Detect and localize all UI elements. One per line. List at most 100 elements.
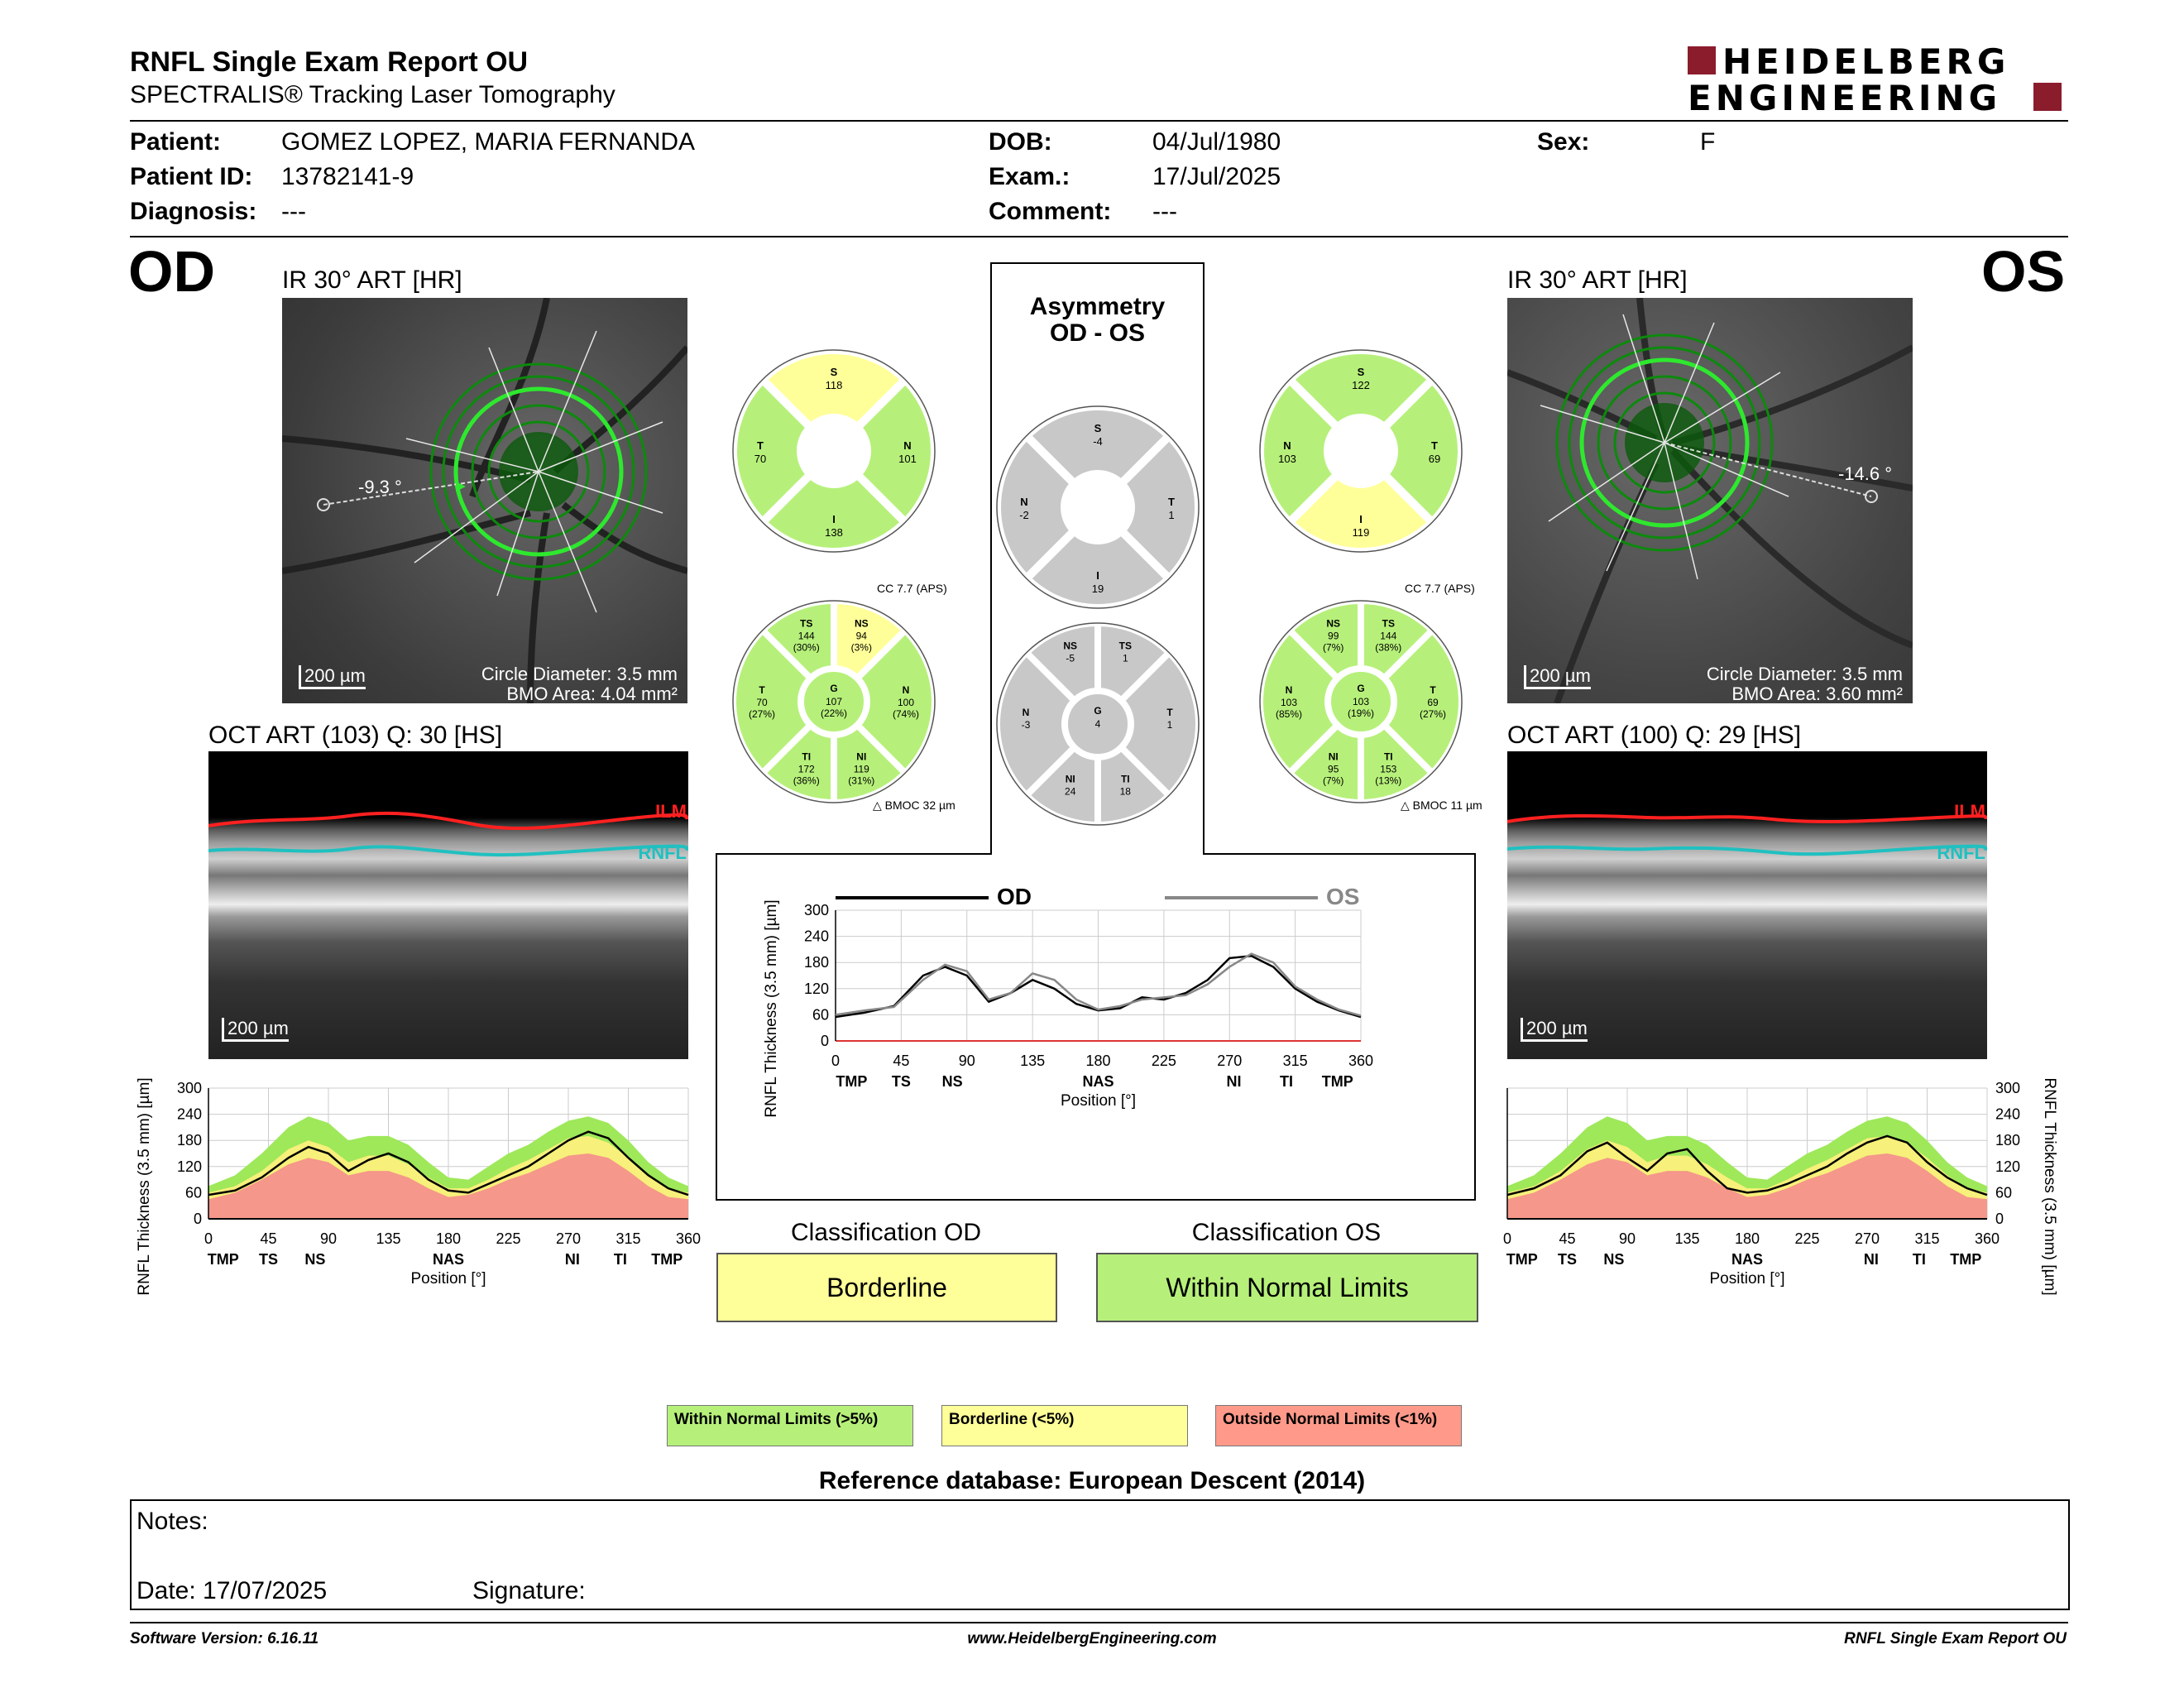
os-ilm-label: ILM: [1954, 801, 1985, 822]
website-link[interactable]: www.HeidelbergEngineering.com: [967, 1630, 1217, 1647]
asym-six-label-G: G: [1094, 705, 1101, 717]
reference-database: Reference database: European Descent (20…: [818, 1467, 1366, 1494]
report-title: RNFL Single Exam Report OU: [130, 46, 529, 78]
od-six-value-NS-1: (3%): [851, 642, 872, 654]
os-six-value-NI-0: 95: [1328, 763, 1339, 774]
asym-quad-value-I: 19: [1092, 583, 1104, 595]
os-ir-title: IR 30° ART [HR]: [1507, 266, 1688, 294]
notes-label: Notes:: [136, 1508, 208, 1535]
x-tick-label: 45: [1559, 1230, 1575, 1247]
legend-os: OS: [1326, 884, 1360, 909]
heidelberg-logo: HEIDELBERG ENGINEERING: [1688, 41, 2068, 118]
od-six-label-TI: TI: [802, 750, 811, 762]
od-six-label-NI: NI: [856, 750, 866, 762]
asym-six-value-TI-0: 18: [1120, 785, 1132, 797]
os-six-value-G-1: (19%): [1348, 707, 1374, 719]
asym-six-value-G-0: 4: [1095, 718, 1101, 730]
sex-label: Sex:: [1537, 128, 1590, 156]
asym-six-label-TS: TS: [1119, 640, 1132, 652]
asymmetry-legend: [836, 896, 1318, 899]
x-tick-label: 225: [1152, 1053, 1176, 1069]
os-quad-value-I: 119: [1353, 526, 1370, 539]
y-tick-label: 180: [177, 1132, 202, 1149]
y-tick-label: 120: [1995, 1158, 2020, 1175]
chart-od_profile: 0 60 120 180 240 300 0 45 90 135 180 225 270 315 360 TM…: [136, 1077, 701, 1295]
chart-asym_profile: 0 60 120 180 240 300 0 45 90 135 180 225 270 315 360 TM…: [763, 899, 1373, 1117]
asym-six-value-NS-0: -5: [1066, 653, 1075, 664]
x-tick-label: 135: [376, 1230, 400, 1247]
od-bmo-area: BMO Area: 4.04 mm²: [506, 683, 678, 703]
patient-id: 13782141-9: [281, 163, 414, 190]
os-six-value-NI-1: (7%): [1323, 774, 1343, 786]
sector-label-tmp: TMP: [836, 1073, 867, 1090]
legend-borderline: Borderline (<5%): [941, 1405, 1188, 1446]
y-tick-label: 0: [194, 1211, 202, 1227]
classification-os-value: Within Normal Limits: [1096, 1253, 1478, 1322]
od-six-value-TI-0: 172: [798, 763, 815, 774]
os-quad-label-I: I: [1359, 513, 1363, 525]
os-bmoc-label: △ BMOC 11 µm: [1401, 798, 1482, 812]
y-axis-label: RNFL Thickness (3.5 mm) [µm]: [136, 1077, 153, 1295]
os-six-label-G: G: [1357, 683, 1364, 694]
x-tick-label: 45: [260, 1230, 276, 1247]
sector-label-ns: NS: [1603, 1251, 1624, 1268]
notes-box: Notes: Date: 17/07/2025 Signature:: [130, 1499, 2070, 1610]
x-tick-label: 180: [1085, 1053, 1110, 1069]
asym-six-value-TS-0: 1: [1123, 653, 1128, 664]
chart-os_profile: 0 60 120 180 240 300 0 45 90 135 180 225 270 315 360 TM…: [1503, 1077, 2058, 1295]
od-oct-title: OCT ART (103) Q: 30 [HS]: [208, 722, 503, 749]
od-oct-image: ILM RNFL 200 µm: [208, 751, 688, 1059]
asym-six-label-TI: TI: [1121, 773, 1130, 784]
legend-onl: Outside Normal Limits (<1%): [1215, 1405, 1462, 1446]
od-fundus-image: -9.3 ° 200 µm Circle Diameter: 3.5 mm BM…: [282, 298, 687, 703]
sector-label-tmp: TMP: [651, 1251, 682, 1268]
od-six-value-G-0: 107: [826, 696, 842, 707]
x-tick-label: 180: [436, 1230, 461, 1247]
sector-label-tmp: TMP: [208, 1251, 239, 1268]
od-quad-value-N: 101: [898, 453, 917, 465]
y-tick-label: 300: [177, 1080, 202, 1096]
sector-label-nas: NAS: [1731, 1251, 1763, 1268]
x-tick-label: 270: [556, 1230, 581, 1247]
od-six-value-NS-0: 94: [856, 631, 868, 642]
od-bmoc-label: △ BMOC 32 µm: [873, 798, 956, 812]
asym-six-value-T-0: 1: [1167, 719, 1173, 731]
x-tick-label: 315: [1914, 1230, 1939, 1247]
software-version: Software Version: 6.16.11: [130, 1630, 319, 1647]
x-tick-label: 360: [1348, 1053, 1373, 1069]
y-tick-label: 120: [804, 981, 829, 997]
series-thickness: [1506, 1134, 1988, 1196]
sector-label-ti: TI: [1913, 1251, 1926, 1268]
asym-six-value-NI-0: 24: [1065, 785, 1076, 797]
asym-quad: S-4 N-2 I19 T1: [993, 402, 1203, 612]
y-tick-label: 240: [177, 1106, 202, 1123]
y-tick-label: 0: [821, 1033, 829, 1049]
asym-six-label-N: N: [1023, 707, 1030, 718]
x-tick-label: 360: [676, 1230, 701, 1247]
x-tick-label: 225: [496, 1230, 520, 1247]
od-ir-title: IR 30° ART [HR]: [282, 266, 462, 294]
y-tick-label: 240: [804, 928, 829, 945]
dob-label: DOB:: [989, 128, 1052, 156]
y-tick-label: 0: [1995, 1211, 2004, 1227]
asym-six-sector-G: [1065, 691, 1131, 757]
legend-od: OD: [997, 884, 1032, 909]
os-six-label-T: T: [1430, 684, 1436, 696]
os-quad-label-N: N: [1283, 439, 1291, 452]
os-quad-value-N: 103: [1278, 453, 1296, 465]
asymmetry-title: Asymmetry OD - OS: [991, 294, 1204, 347]
os-six-value-N-1: (85%): [1276, 708, 1302, 720]
series-OS: [835, 952, 1362, 1017]
os-oct-scale: 200 µm: [1521, 1018, 1588, 1042]
asym-six-label-T: T: [1166, 707, 1173, 718]
asymmetry-title-1: Asymmetry: [1029, 293, 1166, 320]
od-bmoc-value: BMOC 32 µm: [884, 798, 956, 812]
sector-label-nas: NAS: [433, 1251, 464, 1268]
logo-line2: ENGINEERING: [1688, 78, 2002, 118]
od-six-value-N-1: (74%): [893, 708, 919, 720]
os-six-value-NS-1: (7%): [1323, 642, 1343, 654]
os-fundus-overlay: [1507, 298, 1913, 703]
